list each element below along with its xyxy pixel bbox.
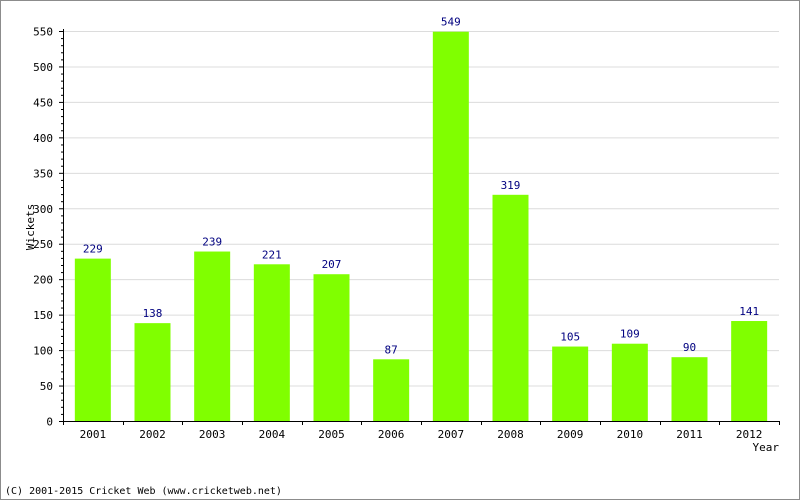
value-label-2011: 90 — [683, 341, 696, 354]
bar-2009 — [552, 346, 589, 421]
x-tick-label-2008: 2008 — [497, 428, 524, 441]
value-label-2001: 229 — [83, 243, 103, 256]
value-label-2007: 549 — [441, 16, 461, 29]
y-tick-label: 250 — [33, 238, 53, 251]
x-tick-label-2004: 2004 — [259, 428, 286, 441]
x-tick-label-2011: 2011 — [676, 428, 703, 441]
bar-2003 — [194, 251, 231, 421]
x-tick-label-2009: 2009 — [557, 428, 584, 441]
bar-2004 — [253, 264, 290, 421]
x-tick-label-2002: 2002 — [139, 428, 166, 441]
y-tick-label: 50 — [40, 380, 53, 393]
axes — [59, 29, 780, 425]
x-tick-label-2005: 2005 — [318, 428, 345, 441]
x-axis-title: Year — [753, 441, 780, 454]
y-tick-label: 100 — [33, 345, 53, 358]
value-label-2010: 109 — [620, 328, 640, 341]
y-tick-label: 300 — [33, 203, 53, 216]
bar-2008 — [492, 194, 529, 421]
bar-2001 — [74, 258, 111, 421]
bar-2012 — [731, 321, 768, 421]
value-label-2005: 207 — [322, 258, 342, 271]
y-tick-label: 500 — [33, 61, 53, 74]
y-tick-label: 0 — [46, 416, 53, 429]
value-label-2002: 138 — [143, 307, 163, 320]
value-label-2009: 105 — [560, 331, 580, 344]
bars — [74, 31, 768, 421]
value-label-2012: 141 — [739, 305, 759, 318]
x-tick-label-2001: 2001 — [80, 428, 107, 441]
x-tick-label-2003: 2003 — [199, 428, 226, 441]
y-axis-title: Wickets — [24, 204, 37, 250]
x-tick-label-2010: 2010 — [617, 428, 644, 441]
x-tick-label-2007: 2007 — [438, 428, 465, 441]
labels: 0 50 100 150 200 250 300 350 400 450 500 550 229 2001… — [33, 16, 762, 441]
x-tick-label-2012: 2012 — [736, 428, 763, 441]
bar-2011 — [671, 357, 708, 421]
copyright-footer: (C) 2001-2015 Cricket Web (www.cricketwe… — [5, 486, 282, 497]
value-label-2003: 239 — [202, 236, 222, 249]
y-tick-label: 450 — [33, 96, 53, 109]
bar-2005 — [313, 274, 350, 421]
y-tick-label: 200 — [33, 274, 53, 287]
bar-2006 — [373, 359, 410, 421]
bar-2007 — [432, 31, 469, 421]
value-label-2004: 221 — [262, 248, 282, 261]
y-tick-label: 150 — [33, 309, 53, 322]
bar-2010 — [611, 343, 648, 421]
y-tick-label: 350 — [33, 167, 53, 180]
bar-2002 — [134, 323, 171, 421]
value-label-2006: 87 — [385, 343, 398, 356]
x-tick-label-2006: 2006 — [378, 428, 405, 441]
y-tick-label: 550 — [33, 26, 53, 39]
gridlines — [63, 31, 779, 387]
y-tick-label: 400 — [33, 132, 53, 145]
value-label-2008: 319 — [501, 179, 521, 192]
